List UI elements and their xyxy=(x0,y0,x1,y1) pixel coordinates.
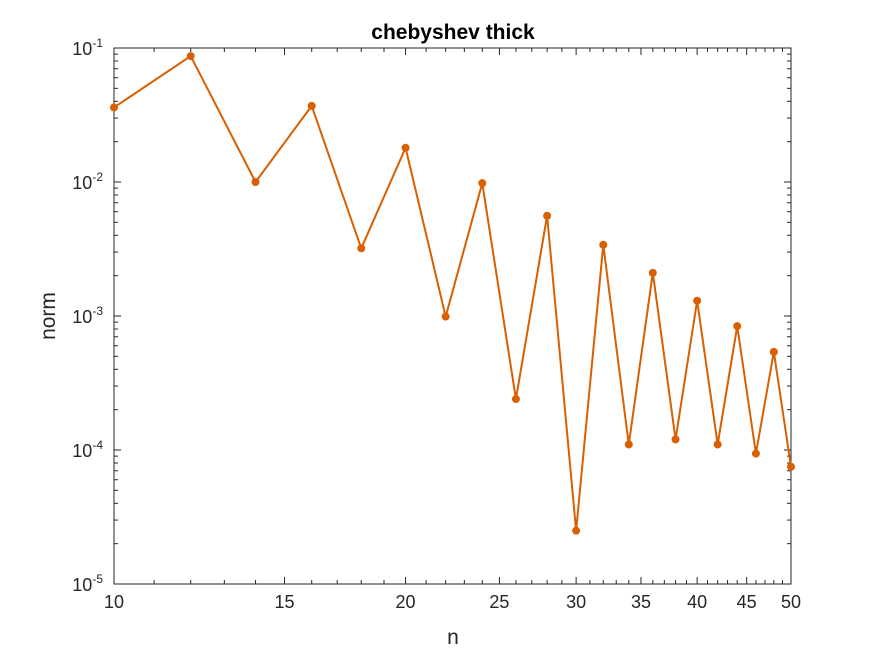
x-tick-label: 40 xyxy=(687,592,707,612)
data-point xyxy=(693,296,702,305)
data-point xyxy=(599,240,608,249)
data-point xyxy=(441,312,450,321)
data-point xyxy=(671,435,680,444)
data-point xyxy=(511,395,520,404)
chart-title: chebyshev thick xyxy=(371,21,535,44)
x-tick-label: 30 xyxy=(566,592,586,612)
x-axis-label: n xyxy=(447,626,459,649)
plot-frame xyxy=(113,47,792,585)
x-tick-label: 35 xyxy=(631,592,651,612)
x-tick-label: 45 xyxy=(737,592,757,612)
data-point xyxy=(733,322,742,331)
data-point xyxy=(787,462,795,471)
x-tick-label: 25 xyxy=(489,592,509,612)
y-tick-label: 10-3 xyxy=(72,304,103,327)
plot-area xyxy=(110,52,795,535)
y-tick-label: 10-2 xyxy=(72,170,103,193)
x-tick-label: 50 xyxy=(781,592,801,612)
data-point xyxy=(769,347,778,356)
x-tick-label: 20 xyxy=(396,592,416,612)
series-line xyxy=(113,55,792,532)
x-tick-label: 10 xyxy=(104,592,124,612)
data-point xyxy=(713,440,722,449)
data-point xyxy=(751,449,760,458)
data-point xyxy=(357,244,366,253)
data-point xyxy=(251,178,260,186)
y-tick-label: 10-5 xyxy=(72,572,103,595)
x-tick-label: 15 xyxy=(275,592,295,612)
data-point xyxy=(648,268,657,277)
data-point xyxy=(572,526,581,535)
data-point xyxy=(307,101,316,110)
data-point xyxy=(543,211,552,220)
data-point xyxy=(624,440,633,449)
data-point xyxy=(186,52,195,61)
y-tick-label: 10-4 xyxy=(72,438,103,461)
data-point xyxy=(478,179,487,188)
data-point xyxy=(401,143,410,152)
axes: 10 15 20 25 30 35 40 45 50 10-1 10-2 10-3 10-4 10-5 xyxy=(72,36,801,612)
y-axis-label: norm xyxy=(37,292,60,340)
y-tick-label: 10-1 xyxy=(72,36,103,59)
data-point xyxy=(110,103,118,112)
